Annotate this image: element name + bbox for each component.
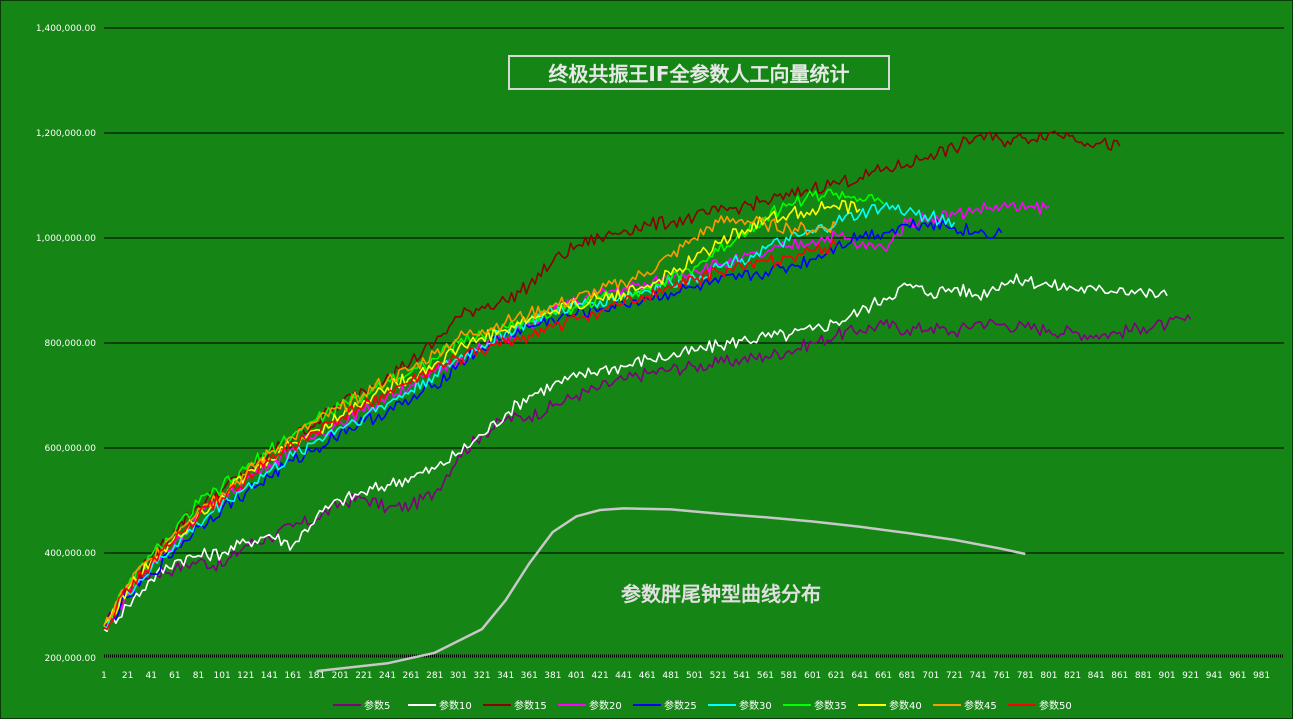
x-tick-label: 861 (1111, 671, 1128, 681)
x-tick-label: 541 (733, 671, 750, 681)
x-tick-label: 101 (214, 671, 231, 681)
x-tick-label: 41 (146, 671, 157, 681)
y-tick-label: 1,400,000.00 (36, 24, 96, 34)
bell-curve-line (316, 507, 1026, 673)
series-line (103, 201, 1050, 628)
x-tick-label: 461 (639, 671, 656, 681)
series-line (103, 314, 1192, 630)
x-tick-label: 281 (426, 671, 443, 681)
series-line (103, 202, 956, 629)
x-tick-label: 981 (1253, 671, 1270, 681)
x-tick-label: 941 (1206, 671, 1223, 681)
series-line (103, 188, 885, 625)
x-tick-label: 321 (473, 671, 490, 681)
x-tick-label: 901 (1158, 671, 1175, 681)
x-tick-label: 341 (497, 671, 514, 681)
series-line (103, 130, 1121, 628)
legend-label: 参数10 (439, 699, 472, 712)
x-tick-label: 81 (193, 671, 204, 681)
x-tick-label: 601 (804, 671, 821, 681)
x-tick-label: 401 (568, 671, 585, 681)
x-tick-label: 741 (969, 671, 986, 681)
legend-label: 参数50 (1039, 699, 1072, 712)
chart-title-group: 终极共振王IF全参数人工向量统计 (508, 55, 890, 90)
y-tick-label: 800,000.00 (44, 339, 96, 349)
x-tick-label: 141 (261, 671, 278, 681)
gridlines (104, 27, 1284, 554)
x-tick-label: 1 (101, 671, 107, 681)
x-tick-label: 621 (828, 671, 845, 681)
x-tick-label: 701 (922, 671, 939, 681)
chart-annotation: 参数胖尾钟型曲线分布 (621, 582, 821, 606)
legend-label: 参数20 (589, 699, 622, 712)
bell-curve (316, 507, 1026, 673)
y-tick-label: 1,000,000.00 (36, 234, 96, 244)
x-tick-label: 221 (355, 671, 372, 681)
x-tick-label: 921 (1182, 671, 1199, 681)
x-tick-label: 881 (1135, 671, 1152, 681)
y-tick-label: 200,000.00 (44, 654, 96, 664)
legend-label: 参数30 (739, 699, 772, 712)
x-tick-label: 201 (332, 671, 349, 681)
series-line (103, 215, 837, 627)
legend-label: 参数45 (964, 699, 997, 712)
x-tick-label: 121 (237, 671, 254, 681)
chart-title: 终极共振王IF全参数人工向量统计 (548, 62, 849, 86)
x-tick-label: 301 (450, 671, 467, 681)
x-tick-label: 61 (169, 671, 180, 681)
x-tick-label: 961 (1229, 671, 1246, 681)
x-tick-label: 581 (780, 671, 797, 681)
chart-title-box (508, 55, 890, 90)
x-tick-label: 801 (1040, 671, 1057, 681)
x-tick-label: 821 (1064, 671, 1081, 681)
y-tick-label: 1,200,000.00 (36, 129, 96, 139)
legend-label: 参数35 (814, 699, 847, 712)
x-tick-label: 161 (284, 671, 301, 681)
x-tick-label: 641 (851, 671, 868, 681)
x-tick-label: 361 (521, 671, 538, 681)
legend-label: 参数25 (664, 699, 697, 712)
series-line (103, 273, 1168, 633)
x-tick-label: 181 (308, 671, 325, 681)
y-axis-ticks: 200,000.00 400,000.00 600,000.00 800,000.00… (36, 24, 96, 664)
x-tick-label: 761 (993, 671, 1010, 681)
x-tick-label: 721 (946, 671, 963, 681)
legend-label: 参数15 (514, 699, 547, 712)
y-tick-label: 600,000.00 (44, 444, 96, 454)
series-line (103, 239, 838, 631)
y-tick-label: 400,000.00 (44, 549, 96, 559)
x-tick-label: 521 (710, 671, 727, 681)
series-line (103, 218, 1003, 630)
series-lines (103, 130, 1192, 633)
x-tick-label: 841 (1088, 671, 1105, 681)
x-tick-label: 381 (544, 671, 561, 681)
x-tick-label: 421 (592, 671, 609, 681)
x-tick-label: 661 (875, 671, 892, 681)
x-tick-label: 441 (615, 671, 632, 681)
x-tick-label: 781 (1017, 671, 1034, 681)
x-tick-label: 241 (379, 671, 396, 681)
x-tick-label: 481 (662, 671, 679, 681)
x-tick-label: 261 (403, 671, 420, 681)
x-tick-label: 21 (122, 671, 133, 681)
legend-label: 参数5 (364, 699, 390, 712)
x-axis-ticks: 1 21 41 61 81 101 121 141 161 181 201 221 241 261 281 3… (101, 654, 1284, 681)
legend-label: 参数40 (889, 699, 922, 712)
x-tick-label: 561 (757, 671, 774, 681)
x-tick-label: 681 (899, 671, 916, 681)
x-tick-label: 501 (686, 671, 703, 681)
legend: 参数5 参数10 参数15 参数20 参数25 参数30 参数35 参数40 参数45 参数50 (333, 699, 1072, 712)
